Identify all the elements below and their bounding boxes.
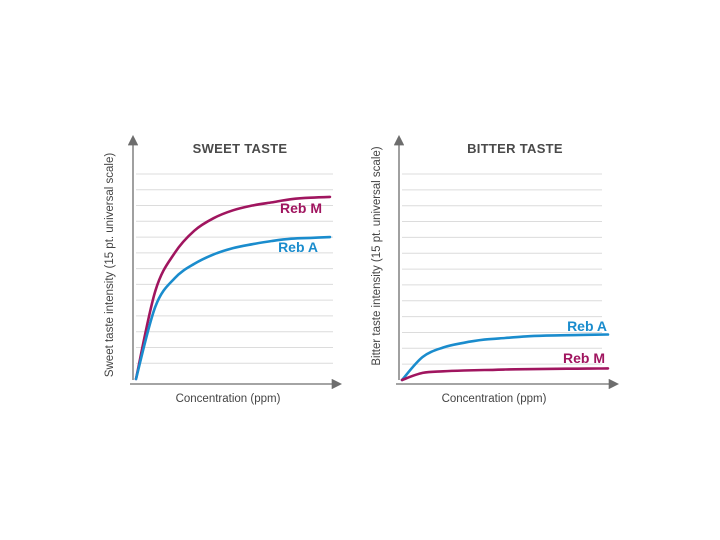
bitter-reb-a-label: Reb A xyxy=(567,318,607,334)
sweet-reb-a-label: Reb A xyxy=(278,239,318,255)
bitter-chart-title: BITTER TASTE xyxy=(467,141,563,156)
bitter-grid xyxy=(402,173,602,365)
sweet-x-axis-label: Concentration (ppm) xyxy=(176,393,281,405)
sweet-reb-m-line xyxy=(134,195,332,381)
bitter-taste-panel: BITTER TASTE Concentration (ppm) Bitter … xyxy=(371,134,620,405)
sweet-reb-a-line xyxy=(134,235,332,381)
bitter-x-axis-label: Concentration (ppm) xyxy=(442,393,547,405)
sweet-chart-title: SWEET TASTE xyxy=(193,141,288,156)
sweet-taste-panel: SWEET TASTE Concentration (ppm) Sweet ta… xyxy=(104,134,343,405)
bitter-reb-a-line xyxy=(400,333,610,382)
sweet-reb-m-label: Reb M xyxy=(280,200,322,216)
bitter-reb-m-line xyxy=(400,367,610,382)
bitter-reb-m-label: Reb M xyxy=(563,350,605,366)
bitter-y-axis-label: Bitter taste intensity (15 pt. universal… xyxy=(371,146,383,365)
sweet-y-axis-label: Sweet taste intensity (15 pt. universal … xyxy=(104,153,116,378)
